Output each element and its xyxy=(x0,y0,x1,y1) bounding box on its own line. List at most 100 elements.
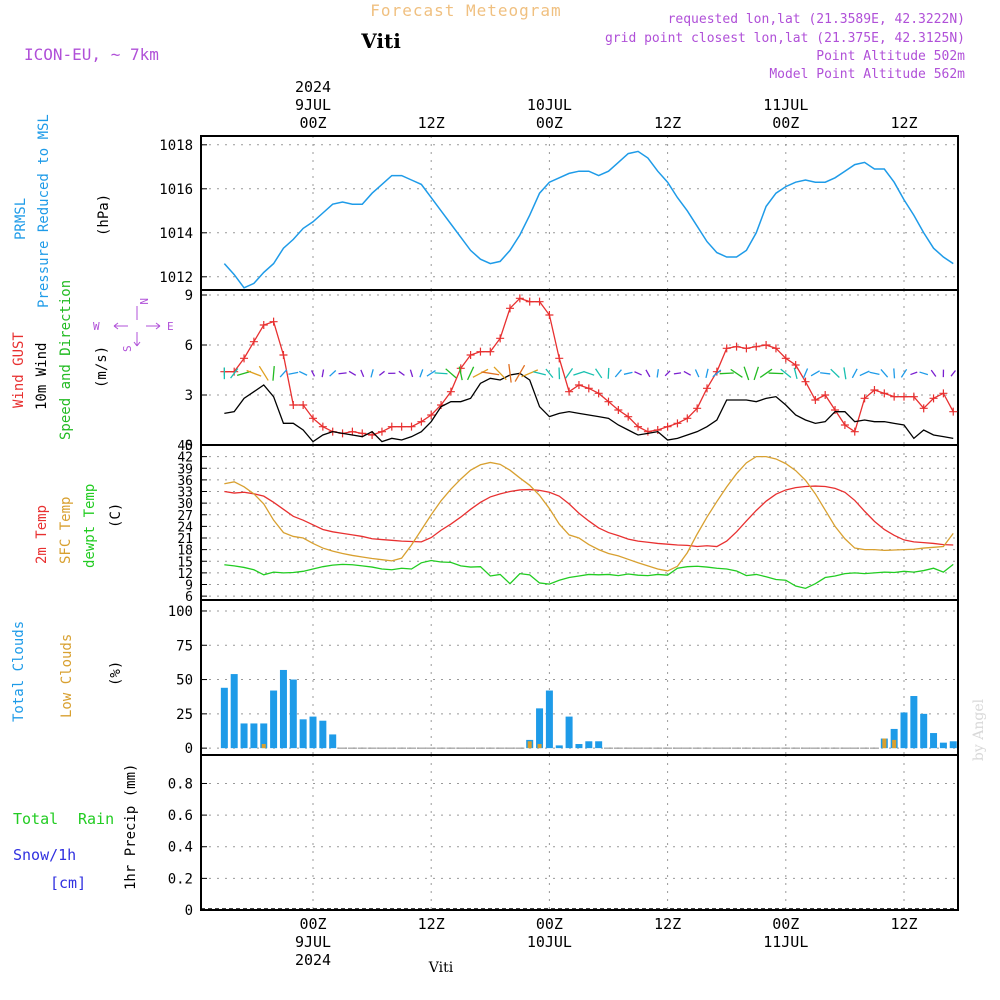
precipitation-tick-label: 0.2 xyxy=(168,871,193,887)
wind-compass: N S W E xyxy=(93,298,174,352)
temperature-tick-label: 9 xyxy=(185,579,193,594)
wind-direction-arrow xyxy=(730,368,743,378)
requested-coords: requested lon,lat (21.3589E, 42.3222N) xyxy=(668,12,965,27)
pressure-tick-label: 1018 xyxy=(159,138,193,154)
gust-marker xyxy=(486,347,495,356)
precipitation-tick-label: 0.4 xyxy=(168,840,193,856)
wind10m-label: 10m Wind xyxy=(34,343,50,410)
wind-direction-arrow xyxy=(810,370,820,377)
gust-marker xyxy=(722,344,731,353)
wind-direction-arrow xyxy=(583,370,595,376)
pressure-label-1: PRMSL xyxy=(13,198,29,240)
bottom-time-label: 12Z xyxy=(418,915,445,933)
gust-marker xyxy=(506,304,514,313)
total-cloud-bar xyxy=(319,720,327,749)
wind-direction-arrow xyxy=(329,369,337,377)
wind-direction-arrow xyxy=(545,368,554,379)
gust-marker xyxy=(732,342,741,351)
gust-marker xyxy=(703,384,711,393)
dewpt-label: dewpt Temp xyxy=(82,484,98,568)
compass-arrows-icon xyxy=(113,306,161,347)
gust-marker xyxy=(289,401,298,409)
sfc-temp-line xyxy=(224,455,954,572)
wind-direction-arrow xyxy=(481,371,500,376)
bottom-time-label: 10JUL xyxy=(527,933,572,951)
wind-direction-arrow xyxy=(802,368,809,379)
gust-marker xyxy=(821,391,830,399)
wind-unit: (m/s) xyxy=(94,346,110,388)
gust-marker xyxy=(939,389,948,398)
temperature-tick-label: 24 xyxy=(177,520,193,535)
wind-direction-arrow xyxy=(900,368,908,378)
bottom-time-label: 12Z xyxy=(654,915,681,933)
wind-direction-arrow xyxy=(859,370,870,377)
compass-n: N xyxy=(137,298,150,305)
wind-direction-arrow xyxy=(573,370,585,376)
gust-marker xyxy=(683,414,692,423)
total-cloud-bar xyxy=(240,723,248,749)
top-time-label: 12Z xyxy=(890,114,917,132)
total-cloud-bar xyxy=(939,742,947,749)
wind-tick-label: 3 xyxy=(185,388,193,404)
pressure-tick-label: 1014 xyxy=(159,226,193,242)
temperature-tick-label: 15 xyxy=(177,555,193,570)
gust-marker xyxy=(791,361,800,369)
wind-direction-arrow xyxy=(919,371,929,376)
clouds-tick-label: 100 xyxy=(168,604,193,620)
wind-direction-arrow xyxy=(246,369,262,377)
gust-marker xyxy=(240,354,249,363)
gust-marker xyxy=(466,351,475,359)
total-cloud-bar xyxy=(250,723,258,749)
wind-direction-arrow xyxy=(321,369,325,378)
gust-marker xyxy=(929,394,938,403)
panel-wind: 0 3 6 9 xyxy=(185,288,959,454)
bottom-time-label: 11JUL xyxy=(763,933,808,951)
wind-direction-arrow xyxy=(712,369,722,378)
temp2m-line xyxy=(224,485,954,548)
bottom-time-label: 12Z xyxy=(890,915,917,933)
gust-marker xyxy=(624,412,633,421)
total-cloud-bar xyxy=(289,679,297,749)
gust-marker xyxy=(594,389,603,398)
temp2m-label: 2m Temp xyxy=(34,505,50,564)
total-cloud-bar xyxy=(270,690,278,749)
wind-direction-arrow xyxy=(279,369,288,378)
total-cloud-bar xyxy=(565,716,573,749)
wind-direction-arrow xyxy=(880,369,889,378)
low-cloud-bar xyxy=(261,744,266,749)
wind-direction-arrow xyxy=(607,367,610,379)
gust-marker xyxy=(909,392,918,401)
sfc-temp-label: SFC Temp xyxy=(58,497,74,564)
wind-direction-arrow xyxy=(370,369,374,378)
clouds-tick-label: 25 xyxy=(176,707,193,723)
gust-marker xyxy=(811,396,820,404)
gust-marker xyxy=(259,321,268,329)
top-time-label: 9JUL xyxy=(295,96,331,114)
gust-marker xyxy=(249,337,258,346)
bottom-time-label: 00Z xyxy=(299,915,326,933)
pressure-frame xyxy=(200,135,959,291)
temperature-tick-label: 6 xyxy=(185,590,193,605)
bottom-time-label: 9JUL xyxy=(295,933,331,951)
grid-point-coords: grid point closest lon,lat (21.375E, 42.… xyxy=(605,31,965,46)
total-cloud-bar xyxy=(309,716,317,749)
gust-marker xyxy=(673,419,682,428)
wind-direction-arrow xyxy=(645,369,651,378)
total-cloud-bar xyxy=(920,713,928,749)
gust-marker xyxy=(840,421,849,429)
temp-unit: (C) xyxy=(108,503,124,528)
wind-direction-arrow xyxy=(623,371,633,375)
snow-label: Snow/1h xyxy=(13,846,76,864)
wind-direction-arrow xyxy=(521,369,539,378)
wind-direction-arrow xyxy=(614,369,622,378)
total-cloud-bar xyxy=(575,744,583,749)
wind-direction-arrow xyxy=(445,368,457,379)
wind-direction-arrow xyxy=(508,364,512,383)
wind-direction-arrow xyxy=(753,366,760,381)
top-time-label: 00Z xyxy=(772,114,799,132)
gust-marker xyxy=(476,347,485,356)
wind-direction-arrow xyxy=(768,372,784,375)
gust-marker xyxy=(515,294,524,303)
bottom-time-label: 2024 xyxy=(295,951,331,969)
